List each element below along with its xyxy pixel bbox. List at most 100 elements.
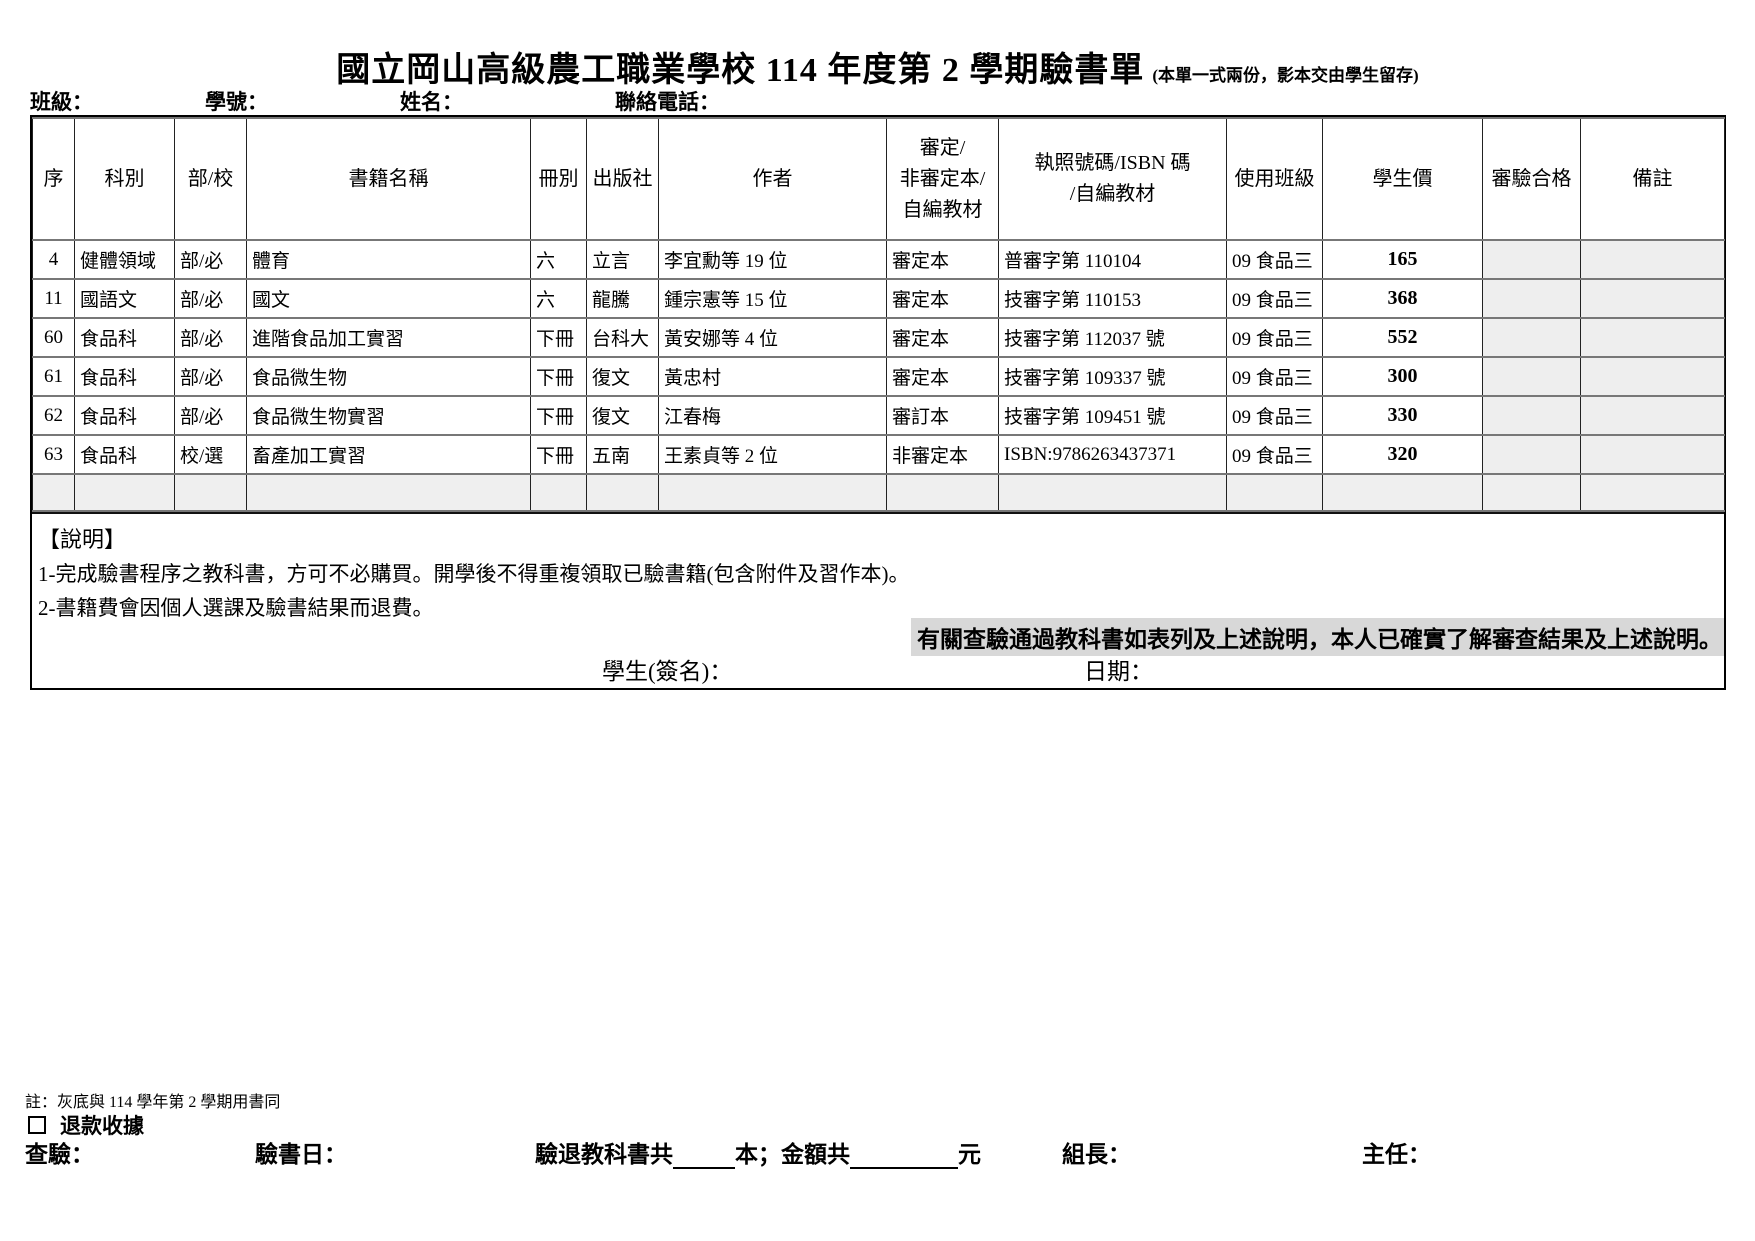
cell-remark (1580, 395, 1725, 436)
notes-line-2: 2-書籍費會因個人選課及驗書結果而退費。 (38, 596, 434, 620)
table-header-row: 序 科別 部/校 書籍名稱 冊別 出版社 作者 審定/ 非審定本/ 自編教材 執… (32, 117, 1725, 241)
header-subject: 科別 (74, 117, 175, 241)
cell-license: ISBN:9786263437371 (998, 434, 1227, 475)
notes-heading: 【說明】 (38, 527, 127, 552)
cell-book-name: 體育 (246, 239, 531, 280)
cell-pass (1482, 239, 1581, 280)
cell-pass (1482, 278, 1581, 319)
cell-dept: 部/必 (174, 278, 247, 319)
table-row: 61 食品科 部/必 食品微生物 下冊 復文 黃忠村 審定本 技審字第 1093… (32, 356, 1725, 397)
cell-author: 王素貞等 2 位 (658, 434, 887, 475)
header-seq: 序 (32, 117, 75, 241)
empty-cell (32, 473, 75, 512)
empty-cell (1580, 473, 1725, 512)
empty-cell (886, 473, 999, 512)
class-field-label: 班級： (30, 90, 93, 114)
cell-author: 李宜勳等 19 位 (658, 239, 887, 280)
cell-publisher: 龍騰 (586, 278, 659, 319)
phone-field-label: 聯絡電話： (615, 90, 720, 114)
cell-class-used: 09 食品三 (1226, 278, 1323, 319)
cell-seq: 61 (32, 356, 75, 397)
refund-receipt-row: 退款收據 (28, 1110, 144, 1138)
header-remark: 備註 (1580, 117, 1725, 241)
table-row: 62 食品科 部/必 食品微生物實習 下冊 復文 江春梅 審訂本 技審字第 10… (32, 395, 1725, 436)
confirmation-row: 有關查驗通過教科書如表列及上述說明，本人已確實了解審查結果及上述說明。 (32, 618, 1724, 656)
cell-book-name: 畜產加工實習 (246, 434, 531, 475)
header-approval: 審定/ 非審定本/ 自編教材 (886, 117, 999, 241)
returned-count-blank[interactable] (673, 1147, 735, 1169)
cell-seq: 11 (32, 278, 75, 319)
director-label: 主任： (1362, 1142, 1431, 1167)
confirmation-statement: 有關查驗通過教科書如表列及上述說明，本人已確實了解審查結果及上述說明。 (911, 618, 1724, 656)
table-row: 11 國語文 部/必 國文 六 龍騰 鍾宗憲等 15 位 審定本 技審字第 11… (32, 278, 1725, 319)
cell-publisher: 復文 (586, 395, 659, 436)
refund-receipt-label: 退款收據 (60, 1114, 144, 1138)
cell-approval: 審訂本 (886, 395, 999, 436)
cell-seq: 60 (32, 317, 75, 358)
student-signature-label: 學生(簽名)： (602, 659, 733, 684)
cell-book-name: 國文 (246, 278, 531, 319)
cell-volume: 下冊 (530, 317, 587, 358)
cell-subject: 食品科 (74, 317, 175, 358)
header-book-name: 書籍名稱 (246, 117, 531, 241)
cell-approval: 非審定本 (886, 434, 999, 475)
cell-class-used: 09 食品三 (1226, 434, 1323, 475)
returned-suffix-label: 元 (958, 1142, 981, 1167)
cell-remark (1580, 317, 1725, 358)
returned-middle-label: 本；金額共 (735, 1142, 850, 1167)
cell-license: 技審字第 110153 (998, 278, 1227, 319)
header-class-used: 使用班級 (1226, 117, 1323, 241)
cell-price: 320 (1322, 434, 1483, 475)
cell-publisher: 立言 (586, 239, 659, 280)
cell-volume: 下冊 (530, 356, 587, 397)
header-pass: 審驗合格 (1482, 117, 1581, 241)
cell-dept: 部/必 (174, 395, 247, 436)
cell-volume: 六 (530, 239, 587, 280)
cell-approval: 審定本 (886, 317, 999, 358)
footer-signoff-row: 查驗： 驗書日： 驗退教科書共 本；金額共 元 組長： 主任： (0, 1135, 1755, 1169)
cell-approval: 審定本 (886, 239, 999, 280)
cell-book-name: 食品微生物 (246, 356, 531, 397)
cell-remark (1580, 278, 1725, 319)
header-volume: 冊別 (530, 117, 587, 241)
verify-date-label: 驗書日： (255, 1142, 347, 1167)
header-price: 學生價 (1322, 117, 1483, 241)
returned-amount-blank[interactable] (850, 1147, 958, 1169)
student-info-row: 班級： 學號： 姓名： 聯絡電話： (0, 86, 1755, 114)
form-title: 國立岡山高級農工職業學校 114 年度第 2 學期驗書單 (336, 52, 1145, 89)
cell-dept: 部/必 (174, 239, 247, 280)
cell-publisher: 台科大 (586, 317, 659, 358)
cell-subject: 食品科 (74, 395, 175, 436)
cell-seq: 63 (32, 434, 75, 475)
cell-publisher: 五南 (586, 434, 659, 475)
returned-prefix-label: 驗退教科書共 (535, 1142, 673, 1167)
cell-book-name: 食品微生物實習 (246, 395, 531, 436)
cell-author: 江春梅 (658, 395, 887, 436)
table-row: 4 健體領域 部/必 體育 六 立言 李宜勳等 19 位 審定本 普審字第 11… (32, 239, 1725, 280)
returned-books-line: 驗退教科書共 本；金額共 元 (535, 1135, 981, 1169)
table-row: 63 食品科 校/選 畜產加工實習 下冊 五南 王素貞等 2 位 非審定本 IS… (32, 434, 1725, 475)
empty-cell (174, 473, 247, 512)
cell-price: 552 (1322, 317, 1483, 358)
cell-book-name: 進階食品加工實習 (246, 317, 531, 358)
empty-cell (74, 473, 175, 512)
cell-price: 165 (1322, 239, 1483, 280)
empty-cell (658, 473, 887, 512)
cell-pass (1482, 434, 1581, 475)
notes-line-1: 1-完成驗書程序之教科書，方可不必購買。開學後不得重複領取已驗書籍(包含附件及習… (38, 562, 910, 586)
cell-pass (1482, 317, 1581, 358)
cell-class-used: 09 食品三 (1226, 239, 1323, 280)
student-id-field-label: 學號： (205, 90, 268, 114)
cell-license: 技審字第 109451 號 (998, 395, 1227, 436)
cell-price: 368 (1322, 278, 1483, 319)
form-title-note: (本單一式兩份，影本交由學生留存) (1152, 66, 1419, 85)
header-license: 執照號碼/ISBN 碼 /自編教材 (998, 117, 1227, 241)
grey-background-note: 註：灰底與 114 學年第 2 學期用書同 (25, 1094, 281, 1111)
cell-license: 技審字第 109337 號 (998, 356, 1227, 397)
check-label: 查驗： (25, 1142, 94, 1167)
cell-remark (1580, 239, 1725, 280)
cell-seq: 62 (32, 395, 75, 436)
cell-dept: 部/必 (174, 317, 247, 358)
empty-cell (998, 473, 1227, 512)
refund-receipt-checkbox[interactable] (28, 1116, 46, 1134)
